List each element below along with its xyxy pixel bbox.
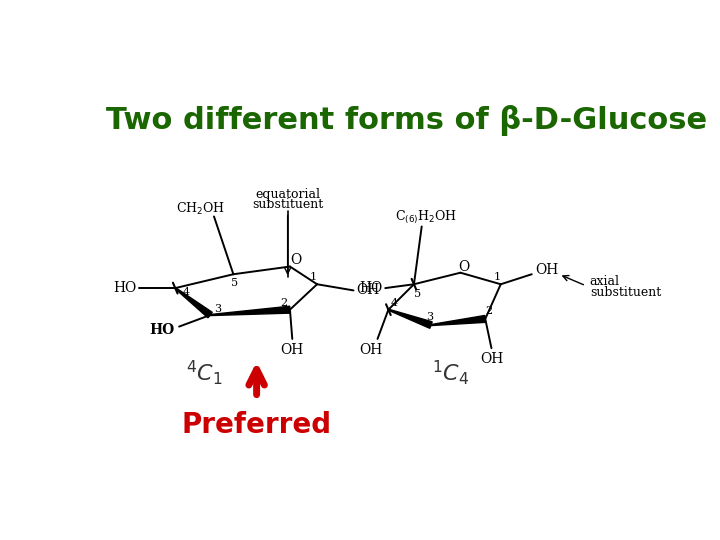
Text: 3: 3 — [426, 312, 433, 322]
Text: substituent: substituent — [252, 198, 323, 212]
Text: HO: HO — [113, 281, 137, 295]
Polygon shape — [175, 288, 212, 318]
Text: 5: 5 — [231, 279, 238, 288]
Text: 2: 2 — [280, 299, 287, 308]
Text: OH: OH — [360, 343, 383, 357]
Polygon shape — [388, 309, 432, 328]
Text: 4: 4 — [183, 287, 189, 297]
Text: CH$_2$OH: CH$_2$OH — [176, 201, 225, 217]
Text: O: O — [291, 253, 302, 267]
Text: OH: OH — [536, 264, 559, 278]
Polygon shape — [431, 315, 486, 326]
Text: 5: 5 — [414, 289, 421, 299]
Text: $^4C_1$: $^4C_1$ — [186, 359, 223, 387]
Text: 3: 3 — [215, 304, 222, 314]
Text: OH: OH — [356, 284, 379, 298]
Text: HO: HO — [150, 323, 175, 338]
Text: 2: 2 — [485, 306, 492, 316]
Text: 1: 1 — [493, 272, 500, 281]
Text: O: O — [459, 260, 470, 274]
Text: C$_{(6)}$H$_2$OH: C$_{(6)}$H$_2$OH — [395, 208, 456, 226]
Text: Preferred: Preferred — [181, 411, 332, 439]
Text: Two different forms of β-D-Glucose: Two different forms of β-D-Glucose — [106, 105, 706, 136]
Text: $^1C_4$: $^1C_4$ — [432, 359, 469, 387]
Text: axial: axial — [590, 275, 620, 288]
Text: OH: OH — [480, 352, 503, 366]
Text: OH: OH — [281, 343, 304, 357]
Text: equatorial: equatorial — [255, 188, 320, 201]
Text: substituent: substituent — [590, 286, 661, 299]
Polygon shape — [210, 306, 290, 315]
Text: 4: 4 — [391, 299, 398, 308]
Text: HO: HO — [360, 281, 383, 295]
Text: 1: 1 — [310, 272, 317, 281]
